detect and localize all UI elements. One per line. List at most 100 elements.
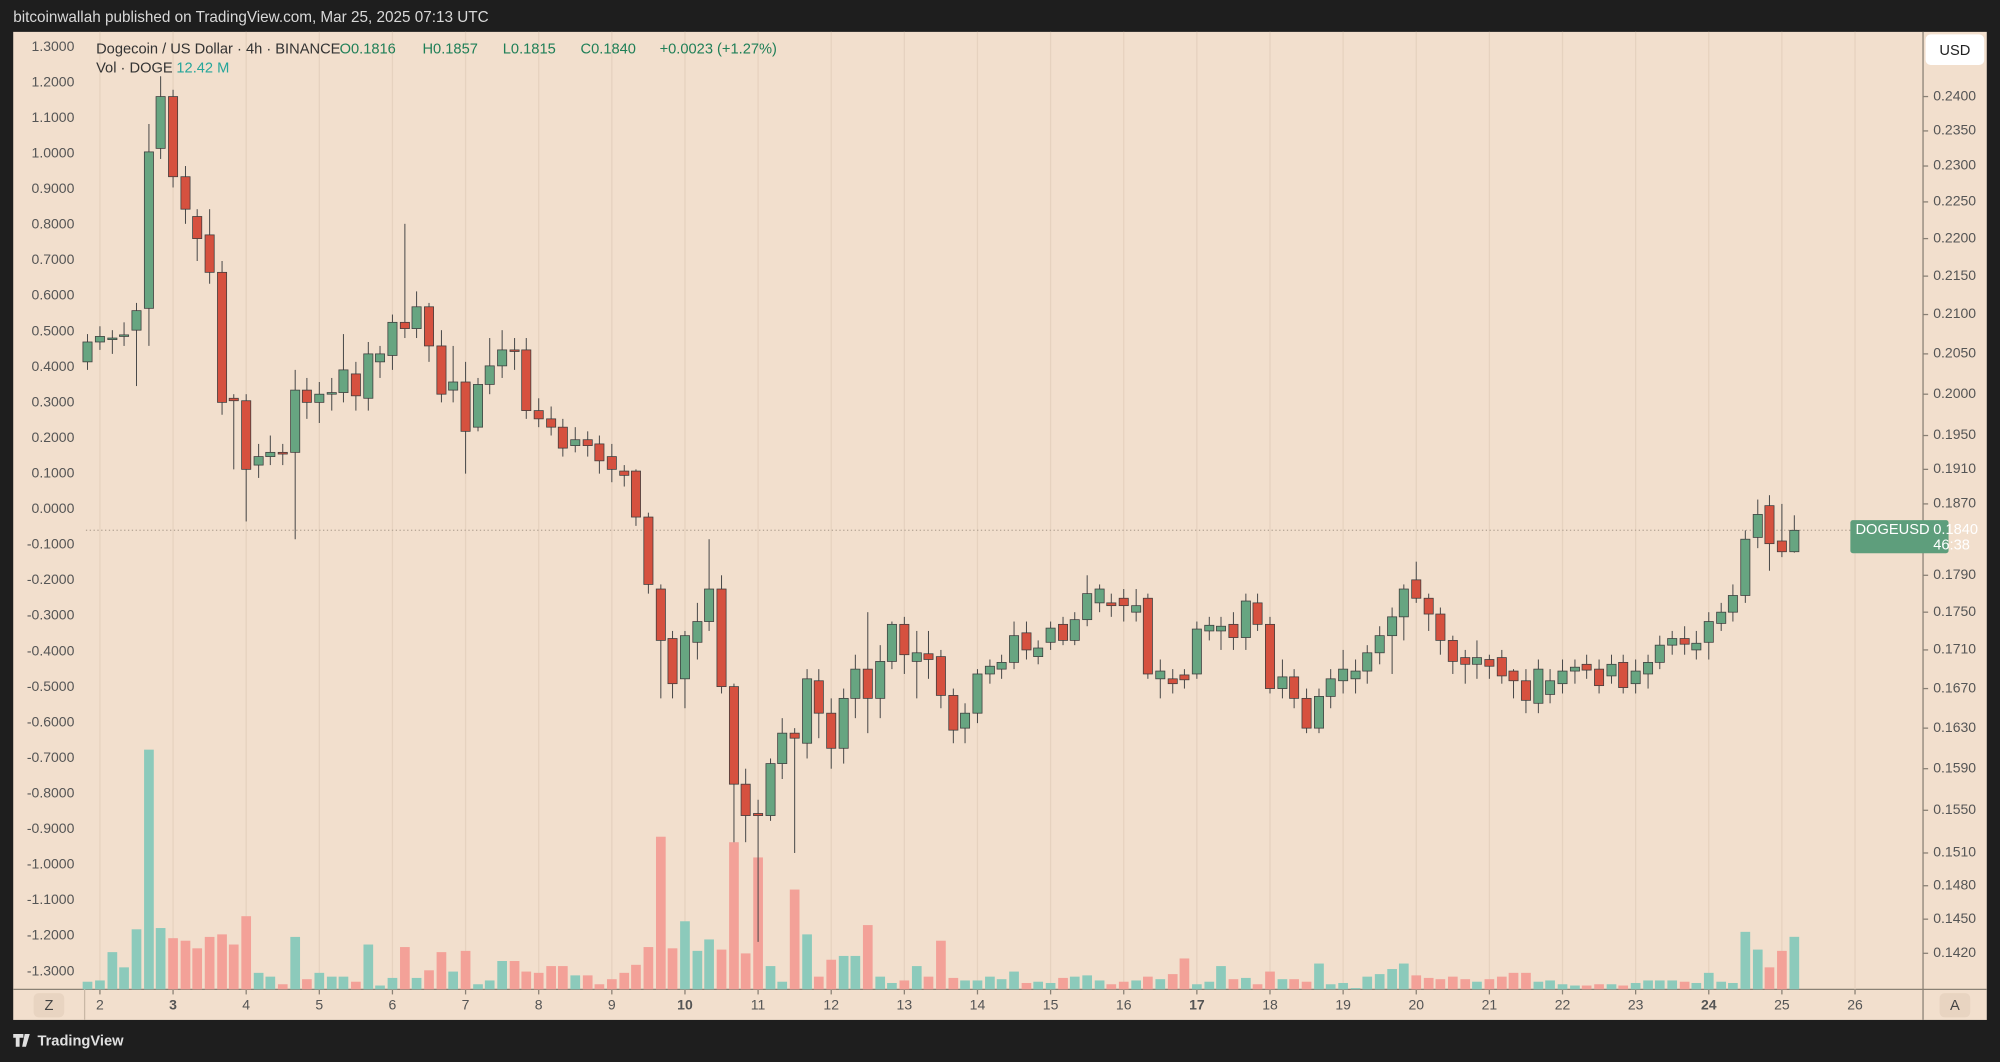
candle-body [1618,661,1629,688]
volume-bar [338,976,349,990]
right-tick-label: 0.2400 [1933,87,1976,103]
auto-button[interactable] [1939,993,1971,1018]
currency-button[interactable] [1925,34,1985,66]
candle-body [838,697,849,749]
candle-body [1374,635,1385,654]
volume-bar [1094,980,1105,990]
volume-bar [363,944,374,990]
volume-bar [740,953,751,990]
x-tick-label: 19 [1335,997,1351,1013]
x-tick-label: 11 [751,997,766,1013]
volume-bar [838,955,849,990]
left-tick-label: 0.9000 [32,180,75,196]
volume-bar [1570,985,1580,990]
candle-body [692,621,703,643]
volume-bar [1716,981,1727,990]
candle-body [460,381,471,432]
candle-body [1045,627,1056,643]
x-tick-label: 26 [1847,997,1863,1013]
right-tick-label: 0.1910 [1933,460,1976,476]
volume-bar [1118,981,1129,990]
volume-bar [1069,976,1080,990]
volume-bar [131,929,142,990]
right-tick-label: 0.1510 [1933,844,1976,860]
x-tick-label: 2 [96,997,104,1013]
x-tick-label: 17 [1189,997,1205,1013]
candle-body [753,813,764,816]
volume-bar [1411,975,1422,990]
candle-body [1667,638,1678,646]
candle-body [424,306,434,347]
candle-body [1557,670,1568,685]
volume-bar [1314,963,1324,990]
volume-bar [862,925,873,990]
candle-body [1460,657,1471,665]
volume-bar [680,921,690,990]
candle-body [217,271,228,403]
candle-body [1240,600,1251,638]
candle-body [557,426,568,449]
volume-bar [777,981,788,990]
volume-bar [546,966,556,990]
price-label-symbol: DOGEUSD [1855,522,1929,538]
volume-bar [484,980,495,990]
candle-body [1484,659,1495,667]
candle-body [1228,623,1239,638]
volume-bar [228,944,239,990]
candle-body [363,353,374,399]
volume-bar [802,934,812,990]
candle-body [655,588,666,641]
volume-bar [411,977,422,990]
volume-bar [1508,972,1519,990]
left-tick-label: -0.4000 [27,642,75,658]
candle-body [1131,605,1142,613]
volume-bar [899,980,910,990]
candle-body [1630,670,1641,685]
symbol-title: Dogecoin / US Dollar · 4h · BINANCE [96,42,341,58]
chart-background [13,31,1987,1020]
volume-bar [521,971,532,990]
volume-bar [509,961,520,990]
candle-body [350,373,361,397]
candle-body [326,392,337,395]
currency-label[interactable]: USD [1939,43,1970,59]
volume-bar [1789,936,1800,990]
volume-bar [606,979,617,990]
volume-bar [473,984,483,990]
candle-body [375,353,385,363]
candle-body [1142,597,1153,675]
volume-bar [1630,982,1641,990]
x-tick-label: 13 [897,997,913,1013]
left-tick-label: -0.7000 [27,749,75,765]
right-tick-label: 0.2150 [1933,267,1976,283]
x-tick-label: 23 [1628,997,1644,1013]
candle-body [473,384,483,428]
zoom-label[interactable]: Z [44,998,53,1014]
candle-body [1216,625,1226,632]
volume-bar [582,975,593,990]
volume-bar [290,936,301,990]
volume-bar [1265,971,1275,990]
volume-bar [241,916,252,990]
volume-bar [985,976,995,990]
volume-bar [144,749,154,990]
left-tick-label: -1.3000 [27,962,75,978]
zoom-button[interactable] [33,993,65,1018]
candle-body [1179,674,1190,681]
volume-bar [1106,984,1117,990]
auto-label[interactable]: A [1950,998,1960,1014]
x-tick-label: 14 [970,997,986,1013]
candle-body [497,349,508,367]
volume-value: 12.42 M [176,61,229,77]
candle-body [1606,663,1617,677]
candle-body [1301,697,1312,729]
volume-bar [911,966,922,990]
candle-body [765,763,776,816]
candle-body [826,712,837,749]
volume-bar [400,947,410,990]
volume-bar [1241,977,1251,990]
volume-bar [1058,977,1068,990]
volume-bar [436,952,447,990]
candle-body [1691,642,1702,651]
